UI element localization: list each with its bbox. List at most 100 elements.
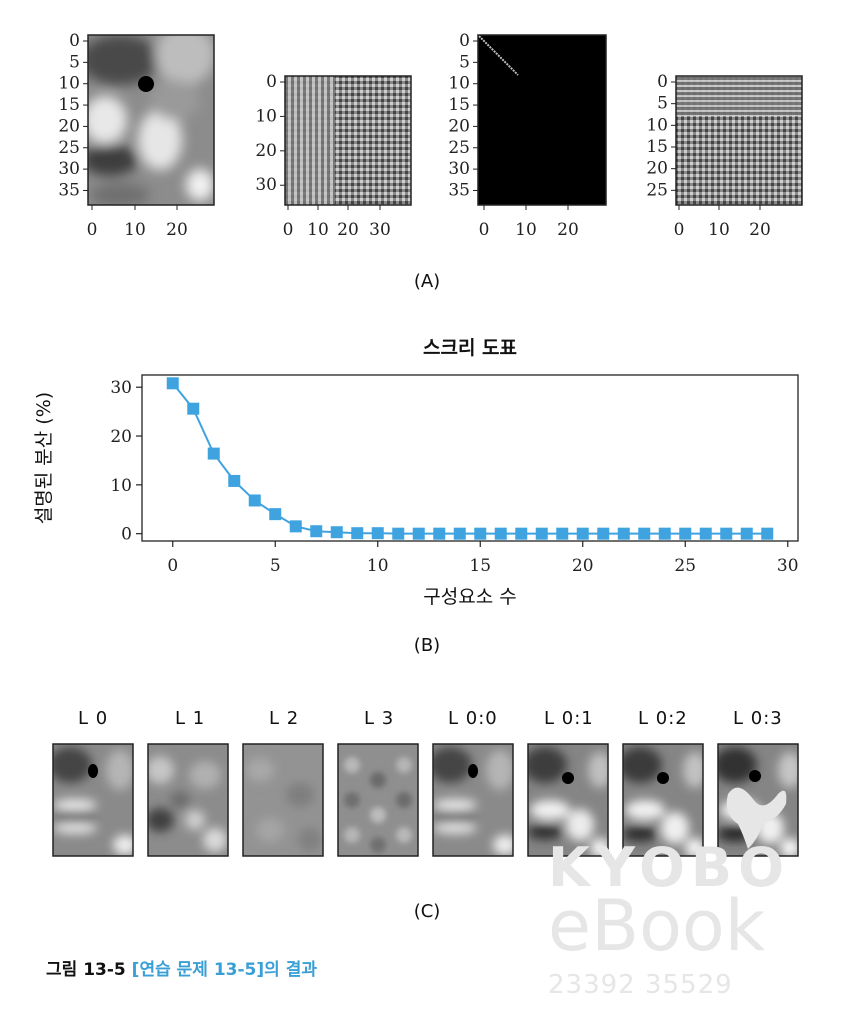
data-point-marker [699, 527, 712, 540]
a-ytick-label: 20 [255, 141, 277, 161]
data-point-marker [392, 527, 405, 540]
figure-caption: 그림 13-5 [연습 문제 13-5]의 결과 [46, 955, 317, 980]
data-point-marker [576, 527, 589, 540]
panel-c-caption: (C) [414, 901, 441, 922]
thumb-l0-0 [433, 744, 513, 856]
data-point-marker [617, 527, 630, 540]
a-xtick-label: 30 [369, 220, 391, 240]
thumb-label-l0-0: L 0:0 [448, 708, 498, 729]
data-point-marker [494, 527, 507, 540]
y-tick-label: 0 [121, 525, 132, 545]
a-ytick-label: 10 [646, 115, 668, 135]
eigenvector-matrix-image [285, 76, 411, 205]
panel-b-caption: (B) [414, 635, 440, 656]
y-tick-label: 30 [110, 378, 132, 398]
thumb-label-l0-3: L 0:3 [733, 708, 783, 729]
data-point-marker [679, 527, 692, 540]
x-axis-label: 구성요소 수 [423, 586, 516, 608]
figure-caption-label: 그림 13-5 [46, 960, 126, 980]
thumb-label-l1: L 1 [175, 708, 206, 729]
a-xtick-label: 10 [708, 220, 730, 240]
thumb-label-l0-2: L 0:2 [638, 708, 688, 729]
diagonal-matrix-image [478, 35, 606, 205]
watermark-brand: KYOBO [548, 836, 790, 899]
a-ytick-label: 30 [58, 159, 80, 179]
a-ytick-label: 0 [657, 72, 668, 92]
data-point-marker [228, 474, 241, 487]
data-point-marker [269, 508, 282, 521]
series-line [171, 382, 768, 535]
y-tick-label: 10 [110, 476, 132, 496]
a-xtick-label: 10 [124, 220, 146, 240]
x-tick-label: 20 [572, 556, 594, 576]
a-ytick-label: 20 [448, 116, 470, 136]
a-xtick-label: 20 [166, 220, 188, 240]
a-ytick-label: 5 [657, 94, 668, 114]
data-point-marker [597, 527, 610, 540]
x-tick-label: 15 [469, 556, 491, 576]
thumb-l1 [148, 744, 228, 856]
thumb-label-l0-1: L 0:1 [544, 708, 594, 729]
data-point-marker [166, 377, 179, 390]
plot-frame [141, 374, 799, 542]
a-ytick-label: 0 [266, 72, 277, 92]
scree-plot: 스크리 도표 0 5 10 15 20 25 30 0 10 20 30 구성요소 수 설명된 분… [33, 337, 799, 656]
a-ytick-label: 10 [448, 74, 470, 94]
component-matrix-image [676, 76, 802, 205]
x-tick-label: 0 [167, 556, 178, 576]
data-point-marker [515, 527, 528, 540]
panel-a-caption: (A) [414, 271, 440, 292]
thumb-label-l0: L 0 [78, 708, 109, 729]
data-point-marker [720, 527, 733, 540]
a-ytick-label: 15 [448, 95, 470, 115]
a-xtick-label: 0 [479, 220, 490, 240]
data-point-marker [556, 527, 569, 540]
a-ytick-label: 30 [448, 159, 470, 179]
figure-caption-rest: 의 결과 [264, 960, 317, 980]
data-point-marker [187, 402, 200, 415]
data-point-marker [433, 527, 446, 540]
a-xtick-label: 10 [307, 220, 329, 240]
data-point-marker [474, 527, 487, 540]
watermark-code: 23392 35529 [548, 970, 733, 1000]
a-ytick-label: 30 [255, 175, 277, 195]
data-point-marker [248, 494, 261, 507]
y-tick-label: 20 [110, 427, 132, 447]
thumb-l0 [53, 744, 133, 856]
series-markers [166, 377, 774, 540]
a-xtick-label: 20 [557, 220, 579, 240]
a-ytick-label: 25 [448, 138, 470, 158]
thumb-l2 [243, 744, 323, 856]
chart-title: 스크리 도표 [423, 337, 517, 359]
y-axis-label: 설명된 분산 (%) [33, 392, 55, 524]
a-xtick-label: 20 [337, 220, 359, 240]
a-ytick-label: 15 [646, 137, 668, 157]
data-point-marker [351, 527, 364, 540]
a-ytick-label: 5 [69, 52, 80, 72]
data-point-marker [207, 447, 220, 460]
thumb-l3 [338, 744, 418, 856]
a-xtick-label: 10 [515, 220, 537, 240]
a-xtick-label: 0 [674, 220, 685, 240]
data-point-marker [761, 527, 774, 540]
a-ytick-label: 15 [58, 95, 80, 115]
data-point-marker [412, 527, 425, 540]
a-ytick-label: 10 [58, 74, 80, 94]
a-ytick-label: 35 [448, 180, 470, 200]
kyobo-logo-icon [726, 787, 787, 849]
a-ytick-label: 10 [255, 106, 277, 126]
a-ytick-label: 0 [69, 31, 80, 51]
a-ytick-label: 25 [58, 138, 80, 158]
data-point-marker [535, 527, 548, 540]
mean-face-image [88, 35, 214, 205]
thumb-label-l3: L 3 [364, 708, 395, 729]
thumb-l0-1 [528, 744, 608, 856]
data-point-marker [453, 527, 466, 540]
a-ytick-label: 20 [646, 159, 668, 179]
a-ytick-label: 5 [459, 52, 470, 72]
a-ytick-label: 35 [58, 180, 80, 200]
data-point-marker [310, 525, 323, 538]
data-point-marker [330, 526, 343, 539]
